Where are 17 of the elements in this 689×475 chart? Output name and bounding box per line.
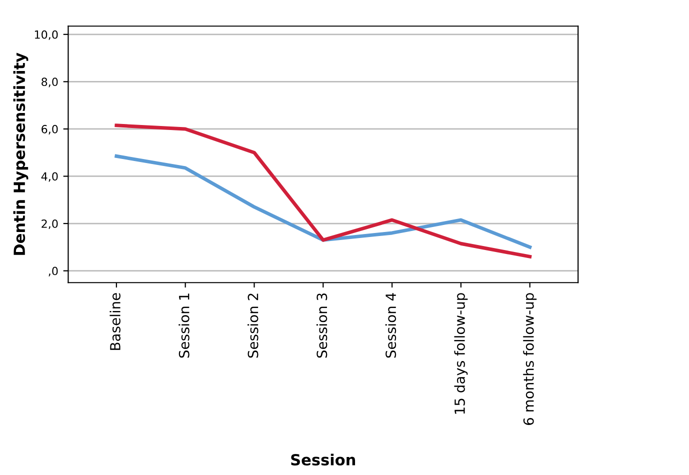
y-tick-label: ,0 <box>48 266 58 276</box>
x-tick-label: 15 days follow-up <box>454 293 468 414</box>
x-tick-label: 6 months follow-up <box>523 293 537 425</box>
x-tick-label: Baseline <box>110 293 120 350</box>
x-axis-title: Session <box>291 454 356 466</box>
x-tick-label: Session 4 <box>385 293 396 358</box>
y-tick-label: 10,0 <box>34 30 58 40</box>
y-tick-label: 6,0 <box>42 124 58 134</box>
x-tick-label: Session 3 <box>316 293 328 358</box>
y-axis-title: Dentin Hypersensitivity <box>13 52 28 255</box>
x-tick-label: Session 1 <box>178 294 190 358</box>
line-series <box>114 124 532 258</box>
y-tick-label: 2,0 <box>42 220 58 230</box>
line-series <box>114 154 532 249</box>
y-tick-label: 8,0 <box>42 78 58 88</box>
y-tick-label: 4,0 <box>41 172 58 182</box>
x-tick-label: Session 2 <box>248 294 258 358</box>
